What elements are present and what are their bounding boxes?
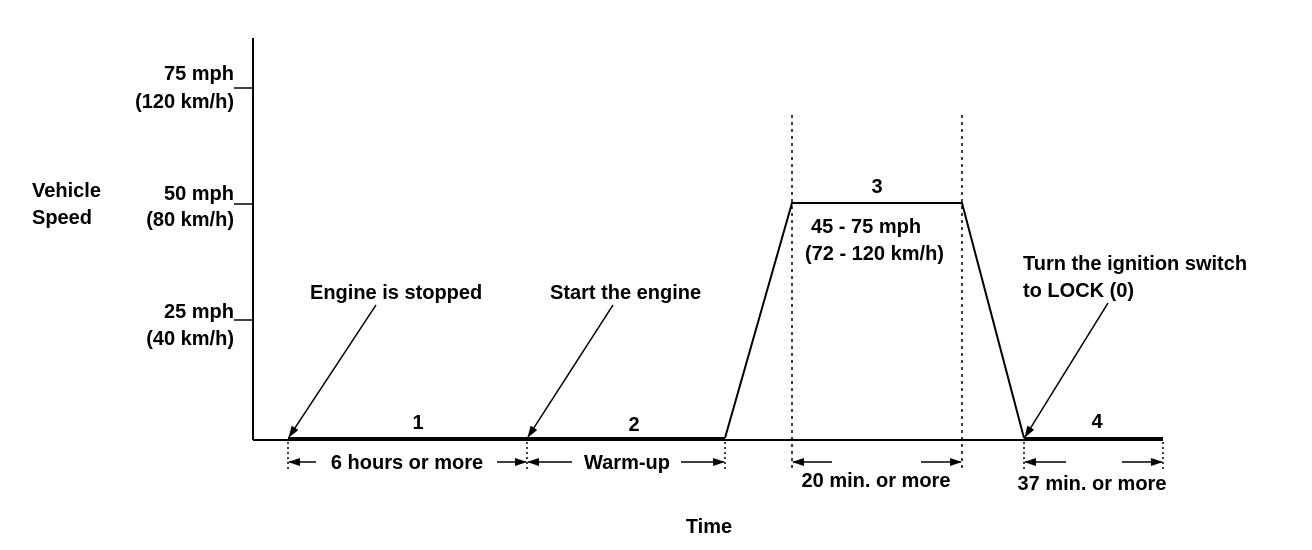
y-tick-label-50-kmh: (80 km/h)	[146, 209, 234, 231]
phase-label-2: 2	[628, 414, 639, 436]
arrow-ignition	[1024, 302, 1109, 438]
phase-label-1: 1	[412, 412, 423, 434]
y-tick-label-50-mph: 50 mph	[164, 183, 234, 205]
annotation-start-engine: Start the engine	[550, 282, 701, 304]
phase-label-3: 3	[871, 176, 882, 198]
speed-range-kmh: (72 - 120 km/h)	[805, 243, 944, 265]
arrow-engine-stopped	[288, 304, 377, 438]
y-tick-label-25-kmh: (40 km/h)	[146, 328, 234, 350]
annotation-engine-stopped: Engine is stopped	[310, 282, 482, 304]
y-tick-label-25-mph: 25 mph	[164, 301, 234, 323]
speed-profile-line	[724, 202, 1025, 439]
arrow-start-engine	[527, 304, 614, 438]
y-axis-title-line2: Speed	[32, 207, 92, 229]
y-tick-label-75-kmh: (120 km/h)	[135, 91, 234, 113]
speed-range-mph: 45 - 75 mph	[811, 216, 921, 238]
duration-3-label: 20 min. or more	[802, 470, 951, 492]
x-axis-title: Time	[686, 516, 732, 538]
y-axis-title-line1: Vehicle	[32, 180, 101, 202]
annotation-ignition-line1: Turn the ignition switch	[1023, 253, 1247, 275]
duration-1-label: 6 hours or more	[331, 452, 483, 474]
y-tick-label-75-mph: 75 mph	[164, 63, 234, 85]
annotation-ignition-line2: to LOCK (0)	[1023, 280, 1134, 302]
duration-4-label: 37 min. or more	[1018, 473, 1167, 495]
phase-label-4: 4	[1091, 411, 1103, 433]
duration-2-label: Warm-up	[584, 452, 670, 474]
